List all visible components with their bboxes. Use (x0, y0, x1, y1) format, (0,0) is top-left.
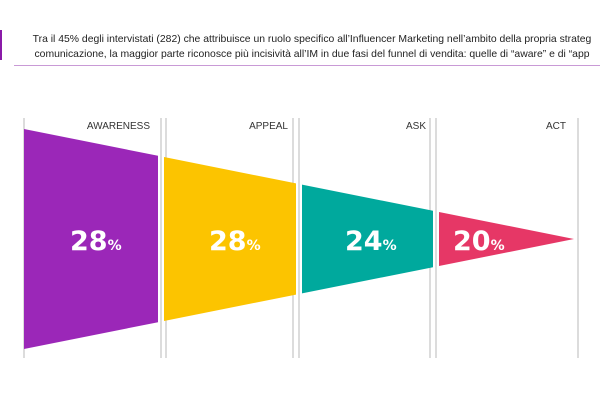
value-label-ask: 24% (345, 226, 397, 257)
stage-label-act: ACT (546, 121, 566, 132)
header-line-1: Tra il 45% degli intervistati (282) che … (32, 34, 592, 45)
stage-label-appeal: APPEAL (249, 121, 288, 132)
stage-label-ask: ASK (406, 121, 426, 132)
value-label-awareness: 28% (70, 226, 122, 257)
header-description: Tra il 45% degli intervistati (282) che … (12, 32, 600, 62)
funnel-segment-ask (302, 184, 433, 294)
value-label-appeal: 28% (209, 226, 261, 257)
header-divider (14, 65, 600, 66)
value-labels: 28% 28% 24% 20% (70, 226, 505, 257)
funnel-segment-appeal (164, 157, 296, 321)
funnel-segment-act (439, 212, 574, 266)
accent-mark (0, 30, 6, 60)
stage-label-awareness: AWARENESS (87, 121, 150, 132)
header-line-2: comunicazione, la maggior parte riconosc… (34, 49, 590, 60)
funnel-segment-awareness (24, 129, 158, 349)
funnel-segments (24, 129, 574, 349)
value-label-act: 20% (453, 226, 505, 257)
stage-labels: AWARENESS APPEAL ASK ACT (87, 121, 566, 132)
